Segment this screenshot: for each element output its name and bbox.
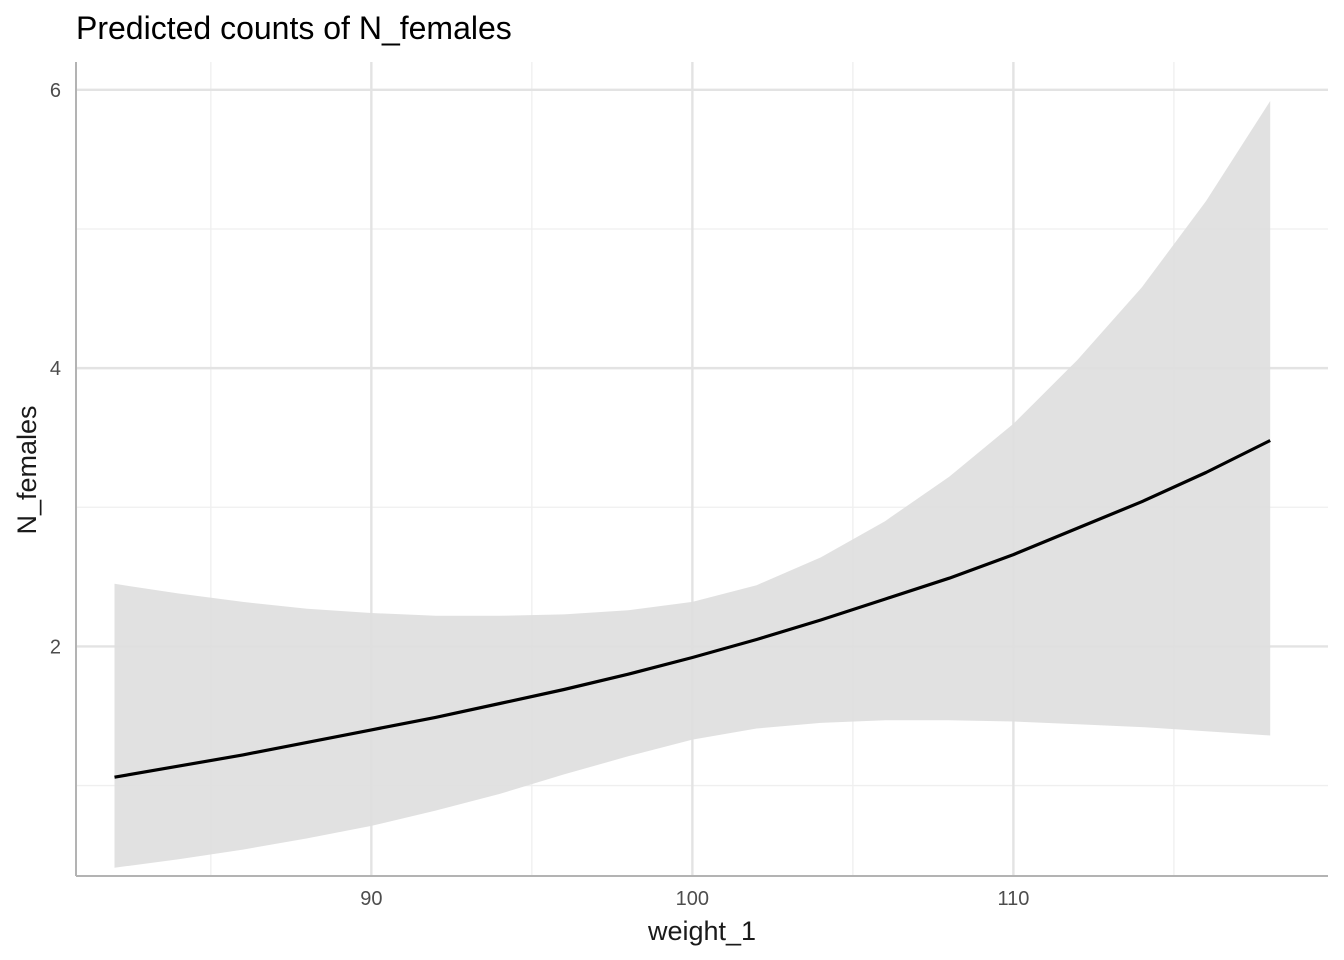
y-tick-label: 4 — [50, 358, 61, 380]
y-tick-label: 2 — [50, 636, 61, 658]
chart-title: Predicted counts of N_females — [76, 10, 512, 46]
axes — [75, 62, 1328, 877]
y-axis-title: N_females — [12, 405, 42, 534]
prediction-line — [114, 439, 1271, 779]
x-axis-title: weight_1 — [647, 916, 756, 946]
confidence-band-layer — [114, 101, 1271, 868]
prediction-line-layer — [114, 439, 1271, 779]
confidence-band — [114, 101, 1271, 868]
y-axis-ticks: 2 4 6 — [50, 80, 61, 659]
x-tick-label: 90 — [360, 888, 382, 910]
x-tick-label: 100 — [676, 888, 709, 910]
y-tick-label: 6 — [50, 80, 61, 102]
x-tick-label: 110 — [997, 888, 1029, 910]
x-axis-ticks: 90 100 110 — [360, 888, 1029, 910]
